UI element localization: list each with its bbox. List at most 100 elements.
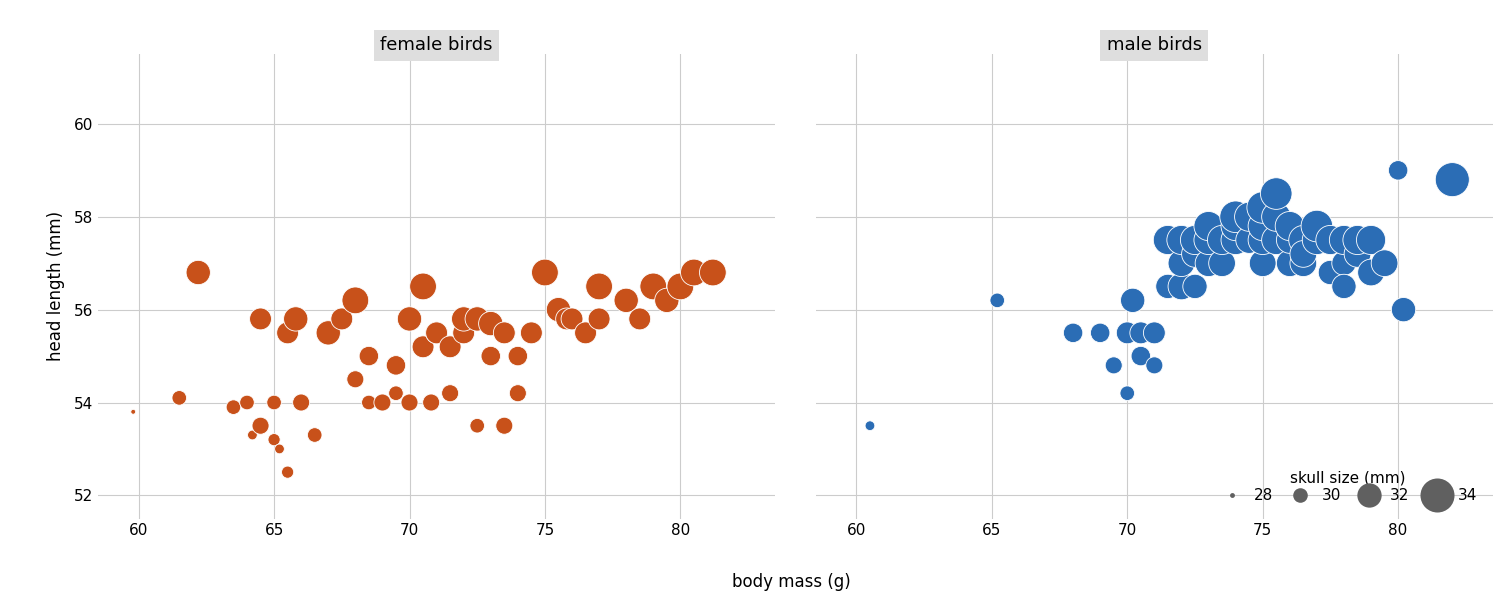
Point	[478, 351, 502, 361]
Point	[357, 351, 382, 361]
Point	[235, 397, 259, 407]
Point	[121, 407, 145, 417]
Point	[1142, 361, 1166, 370]
Point	[385, 361, 409, 370]
Point	[1345, 249, 1369, 259]
Point	[425, 328, 449, 338]
Text: body mass (g): body mass (g)	[733, 573, 851, 591]
Point	[627, 314, 651, 324]
Y-axis label: head length (mm): head length (mm)	[47, 212, 65, 361]
Point	[1223, 221, 1247, 231]
Point	[1291, 235, 1315, 245]
Title: male birds: male birds	[1107, 36, 1202, 54]
Point	[317, 328, 341, 338]
Point	[419, 397, 443, 407]
Point	[1291, 249, 1315, 259]
Point	[1277, 221, 1301, 231]
Point	[1440, 175, 1464, 185]
Point	[284, 314, 308, 324]
Point	[262, 397, 287, 407]
Point	[1332, 258, 1356, 268]
Point	[1142, 328, 1166, 338]
Point	[641, 282, 665, 291]
Point	[1129, 328, 1154, 338]
Point	[1209, 235, 1234, 245]
Point	[1237, 235, 1261, 245]
Point	[668, 282, 692, 291]
Point	[290, 397, 314, 407]
Point	[1102, 361, 1126, 370]
Point	[1359, 235, 1383, 245]
Point	[412, 342, 436, 352]
Point	[1332, 235, 1356, 245]
Point	[1392, 305, 1416, 314]
Point	[262, 435, 287, 444]
Point	[451, 328, 475, 338]
Point	[492, 421, 516, 431]
Point	[1116, 328, 1140, 338]
Point	[249, 421, 273, 431]
Point	[1250, 258, 1274, 268]
Point	[1223, 235, 1247, 245]
Point	[451, 314, 475, 324]
Point	[1277, 235, 1301, 245]
Point	[344, 295, 368, 305]
Point	[587, 314, 611, 324]
Point	[276, 467, 300, 477]
Point	[1237, 212, 1261, 221]
Point	[249, 314, 273, 324]
Point	[1250, 221, 1274, 231]
Point	[546, 305, 570, 314]
Point	[1196, 235, 1220, 245]
Point	[1304, 235, 1329, 245]
Point	[492, 328, 516, 338]
Point	[330, 314, 354, 324]
Point	[1386, 165, 1410, 175]
Point	[437, 388, 461, 398]
Point	[532, 268, 556, 277]
Point	[1196, 221, 1220, 231]
Point	[385, 388, 409, 398]
Point	[1264, 212, 1288, 221]
Point	[1318, 235, 1342, 245]
Point	[425, 328, 449, 338]
Point	[1264, 189, 1288, 198]
Point	[1332, 282, 1356, 291]
Point	[1155, 282, 1179, 291]
Point	[222, 402, 246, 412]
Point	[437, 342, 461, 352]
Point	[464, 421, 489, 431]
Point	[555, 314, 579, 324]
Point	[654, 295, 679, 305]
Point	[1196, 258, 1220, 268]
Point	[614, 295, 638, 305]
Point	[1182, 249, 1206, 259]
Point	[505, 351, 529, 361]
Point	[1169, 235, 1193, 245]
Point	[1359, 268, 1383, 277]
Point	[1264, 235, 1288, 245]
Legend: 28, 30, 32, 34: 28, 30, 32, 34	[1209, 463, 1485, 511]
Point	[1169, 258, 1193, 268]
Point	[398, 314, 422, 324]
Point	[1291, 258, 1315, 268]
Point	[1089, 328, 1113, 338]
Point	[303, 430, 327, 440]
Point	[1345, 235, 1369, 245]
Point	[478, 319, 502, 329]
Point	[985, 295, 1009, 305]
Point	[1062, 328, 1086, 338]
Point	[701, 268, 725, 277]
Point	[1223, 212, 1247, 221]
Point	[573, 328, 597, 338]
Point	[1277, 258, 1301, 268]
Point	[1182, 282, 1206, 291]
Point	[1250, 203, 1274, 212]
Point	[185, 268, 210, 277]
Point	[505, 388, 529, 398]
Point	[1120, 295, 1145, 305]
Title: female birds: female birds	[380, 36, 493, 54]
Point	[1304, 221, 1329, 231]
Point	[167, 393, 192, 403]
Point	[587, 282, 611, 291]
